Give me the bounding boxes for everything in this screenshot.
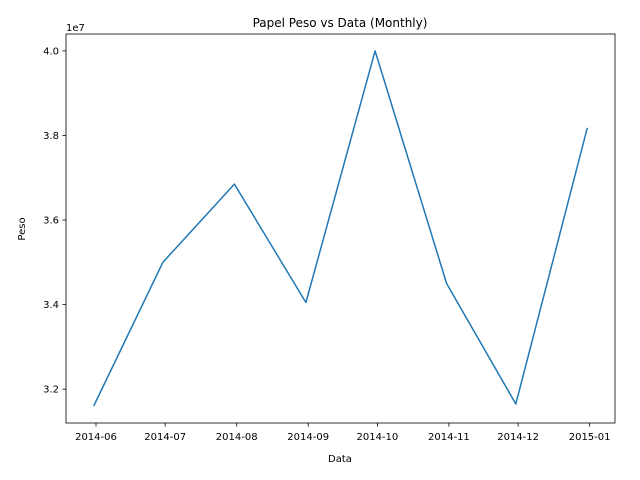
- data-points: [93, 50, 588, 407]
- plot-area: [65, 33, 616, 424]
- y-tick-label: 3.8: [43, 131, 59, 142]
- x-tick-label: 2014-11: [428, 432, 470, 443]
- x-tick-label: 2014-07: [144, 432, 186, 443]
- y-tick-label: 3.4: [43, 300, 59, 311]
- y-axis-label: Peso: [17, 217, 28, 240]
- x-tick-label: 2014-10: [357, 432, 399, 443]
- x-tick-label: 2014-09: [287, 432, 329, 443]
- y-tick-label: 4.0: [43, 46, 59, 57]
- y-axis-ticks: 3.2 3.4 3.6 3.8 4.0: [43, 46, 66, 396]
- y-tick-label: 3.6: [43, 216, 59, 227]
- x-axis-ticks: 2014-06 2014-07 2014-08 2014-09 2014-10 2014-…: [75, 423, 611, 443]
- x-tick-label: 2014-08: [216, 432, 258, 443]
- chart-title: Papel Peso vs Data (Monthly): [253, 16, 428, 30]
- x-tick-label: 2014-12: [497, 432, 539, 443]
- series-line: [93, 50, 589, 407]
- x-tick-label: 2015-01: [569, 432, 611, 443]
- x-tick-label: 2014-06: [75, 432, 117, 443]
- x-axis-label: Data: [328, 454, 352, 465]
- y-tick-label: 3.2: [43, 385, 59, 396]
- y-offset-label: 1e7: [66, 23, 85, 34]
